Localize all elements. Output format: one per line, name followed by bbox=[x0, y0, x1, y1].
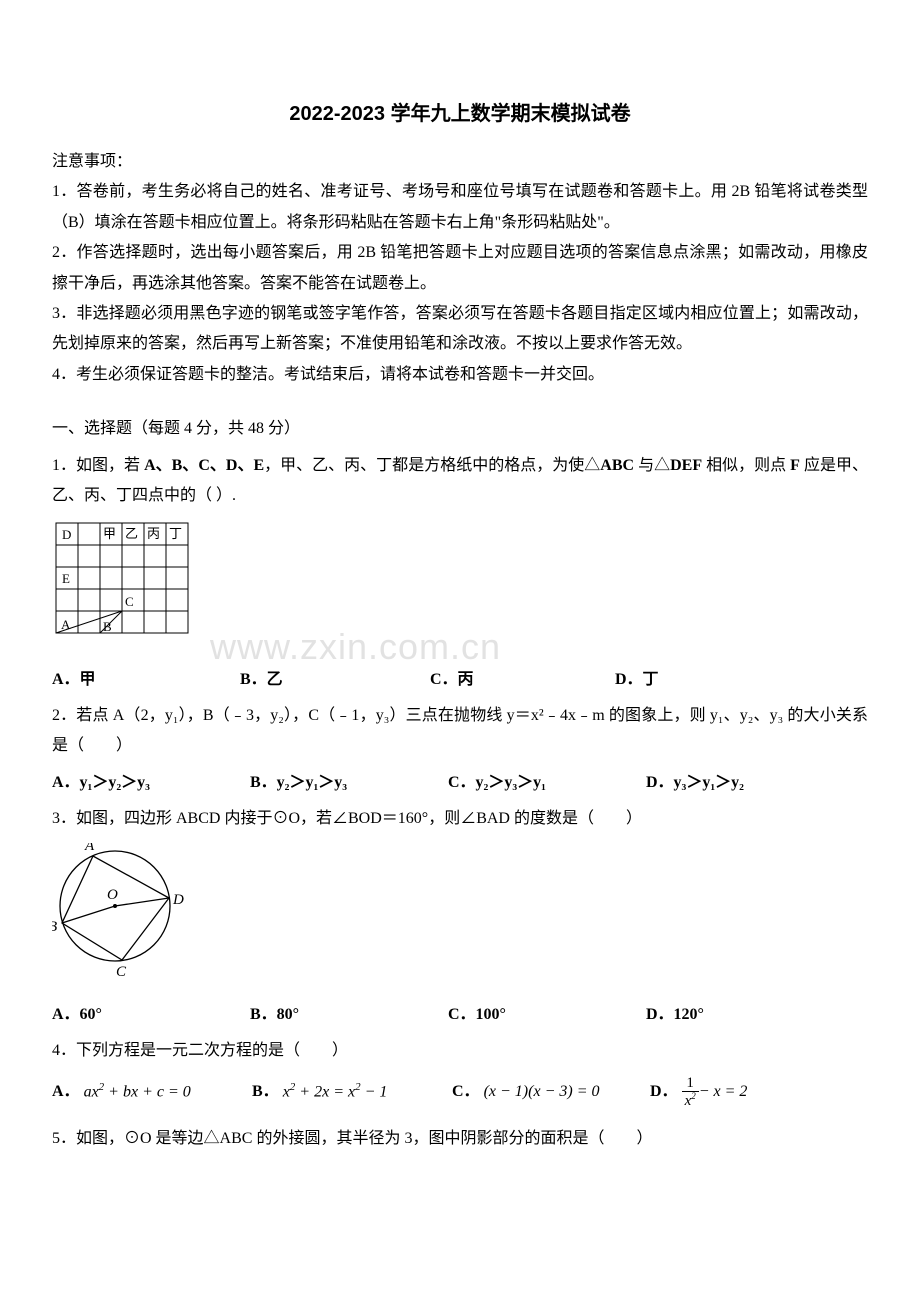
q4-opt-a: A． ax2 + bx + c = 0 bbox=[52, 1077, 252, 1108]
q1-options: A．甲 B．乙 C．丙 D．丁 bbox=[52, 665, 868, 695]
q2-opt-d: D．y₃＞y₁＞y₂ bbox=[646, 768, 844, 798]
svg-text:C: C bbox=[125, 594, 134, 609]
question-3: 3．如图，四边形 ABCD 内接于⊙O，若∠BOD＝160°，则∠BAD 的度数… bbox=[52, 804, 868, 834]
q4-options: A． ax2 + bx + c = 0 B． x2 + 2x = x2 − 1 … bbox=[52, 1075, 868, 1110]
q1-and: 与△ bbox=[634, 457, 670, 474]
q4-opt-d: D． 1 x2 − x = 2 bbox=[650, 1075, 830, 1110]
notice-4: 4．考生必须保证答题卡的整洁。考试结束后，请将本试卷和答题卡一并交回。 bbox=[52, 360, 868, 390]
q1-post: 相似，则点 bbox=[702, 457, 790, 474]
q4-c-label: C． bbox=[452, 1077, 480, 1107]
circle-svg: A B C D O bbox=[52, 843, 192, 983]
q4-b-eq: x2 + 2x = x2 − 1 bbox=[283, 1077, 388, 1108]
q4-d-num: 1 bbox=[682, 1075, 699, 1093]
q2-opt-c: C．y₂＞y₃＞y₁ bbox=[448, 768, 646, 798]
exam-title: 2022-2023 学年九上数学期末模拟试卷 bbox=[52, 95, 868, 133]
q2-opt-a: A．y₁＞y₂＞y₃ bbox=[52, 768, 250, 798]
q3-opt-b: B．80° bbox=[250, 1000, 448, 1030]
q4-a-eq: ax2 + bx + c = 0 bbox=[84, 1077, 191, 1108]
q3-figure: A B C D O bbox=[52, 843, 868, 994]
q1-letters: A、B、C、D、E bbox=[144, 457, 264, 474]
q1-opt-a: A．甲 bbox=[52, 665, 240, 695]
q1-f: F bbox=[790, 457, 800, 474]
notice-2: 2．作答选择题时，选出每小题答案后，用 2B 铅笔把答题卡上对应题目选项的答案信… bbox=[52, 238, 868, 299]
q4-a-label: A． bbox=[52, 1077, 80, 1107]
q1-opt-c: C．丙 bbox=[430, 665, 615, 695]
notice-3: 3．非选择题必须用黑色字迹的钢笔或签字笔作答，答案必须写在答题卡各题目指定区域内… bbox=[52, 299, 868, 360]
svg-text:E: E bbox=[62, 571, 70, 586]
q4-d-frac: 1 x2 bbox=[682, 1075, 699, 1110]
q3-opt-c: C．100° bbox=[448, 1000, 646, 1030]
q2-opt-b: B．y₂＞y₁＞y₃ bbox=[250, 768, 448, 798]
svg-text:D: D bbox=[172, 892, 184, 908]
q2-options: A．y₁＞y₂＞y₃ B．y₂＞y₁＞y₃ C．y₂＞y₃＞y₁ D．y₃＞y₁… bbox=[52, 768, 868, 798]
q4-d-den: x2 bbox=[682, 1092, 699, 1110]
notice-1: 1．答卷前，考生务必将自己的姓名、准考证号、考场号和座位号填写在试题卷和答题卡上… bbox=[52, 177, 868, 238]
question-1: 1．如图，若 A、B、C、D、E，甲、乙、丙、丁都是方格纸中的格点，为使△ABC… bbox=[52, 451, 868, 512]
svg-text:B: B bbox=[103, 619, 112, 634]
question-2: 2．若点 A（2，y₁），B（﹣3，y₂），C（﹣1，y₃）三点在抛物线 y＝x… bbox=[52, 701, 868, 762]
q4-c-eq: (x − 1)(x − 3) = 0 bbox=[484, 1077, 600, 1107]
q4-opt-b: B． x2 + 2x = x2 − 1 bbox=[252, 1077, 452, 1108]
q4-d-label: D． bbox=[650, 1077, 678, 1107]
q1-mid: ，甲、乙、丙、丁都是方格纸中的格点，为使△ bbox=[264, 457, 600, 474]
notice-header: 注意事项： bbox=[52, 147, 868, 177]
svg-text:C: C bbox=[116, 964, 127, 980]
q1-figure: D 甲 乙 丙 丁 E C A B bbox=[52, 519, 868, 658]
question-4: 4．下列方程是一元二次方程的是（ ） bbox=[52, 1036, 868, 1066]
page-content: 2022-2023 学年九上数学期末模拟试卷 注意事项： 1．答卷前，考生务必将… bbox=[52, 95, 868, 1154]
svg-text:O: O bbox=[107, 887, 118, 903]
svg-text:D: D bbox=[62, 527, 71, 542]
svg-text:甲: 甲 bbox=[103, 526, 116, 541]
svg-text:A: A bbox=[84, 843, 95, 854]
q1-def: DEF bbox=[670, 457, 702, 474]
svg-text:乙: 乙 bbox=[125, 526, 138, 541]
q3-opt-a: A．60° bbox=[52, 1000, 250, 1030]
q1-pre: 1．如图，若 bbox=[52, 457, 144, 474]
grid-svg: D 甲 乙 丙 丁 E C A B bbox=[52, 519, 202, 647]
svg-text:A: A bbox=[61, 617, 71, 632]
svg-text:B: B bbox=[52, 919, 57, 935]
q1-opt-b: B．乙 bbox=[240, 665, 430, 695]
q1-abc: ABC bbox=[600, 457, 634, 474]
q4-b-label: B． bbox=[252, 1077, 279, 1107]
question-5: 5．如图，⊙O 是等边△ABC 的外接圆，其半径为 3，图中阴影部分的面积是（ … bbox=[52, 1124, 868, 1154]
q4-d-rest: − x = 2 bbox=[699, 1077, 748, 1107]
svg-text:丁: 丁 bbox=[169, 526, 182, 541]
q1-opt-d: D．丁 bbox=[615, 665, 815, 695]
q3-options: A．60° B．80° C．100° D．120° bbox=[52, 1000, 868, 1030]
q4-opt-c: C． (x − 1)(x − 3) = 0 bbox=[452, 1077, 650, 1107]
section-1-header: 一、选择题（每题 4 分，共 48 分） bbox=[52, 414, 868, 444]
svg-text:丙: 丙 bbox=[147, 526, 160, 541]
q3-opt-d: D．120° bbox=[646, 1000, 844, 1030]
